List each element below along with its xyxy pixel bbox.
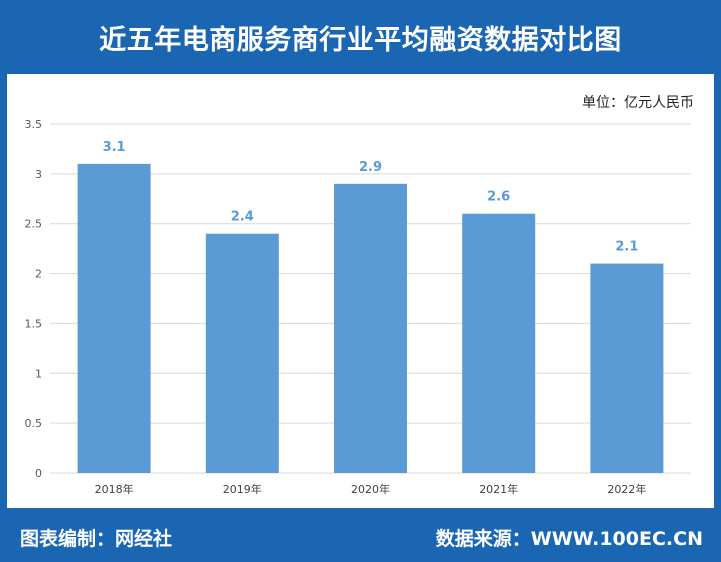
bar [462, 213, 536, 473]
bar [334, 183, 407, 473]
y-tick-label: 0 [35, 467, 42, 480]
y-tick-label: 2 [35, 268, 42, 281]
y-tick-label: 1 [35, 367, 42, 380]
unit-label: 单位：亿元人民币 [582, 95, 694, 111]
y-tick-label: 1.5 [25, 317, 43, 330]
x-tick-label: 2019年 [223, 482, 262, 496]
y-tick-label: 3.5 [25, 118, 43, 131]
data-label: 2.4 [231, 210, 254, 225]
footer-bar: 图表编制：网经社 数据来源：WWW.100EC.CN [0, 508, 721, 562]
x-tick-label: 2020年 [351, 482, 390, 496]
data-label: 3.1 [103, 140, 126, 155]
data-label: 2.9 [359, 160, 382, 175]
x-tick-label: 2022年 [607, 482, 646, 496]
x-tick-label: 2018年 [95, 482, 134, 496]
x-tick-label: 2021年 [479, 482, 518, 496]
bar [205, 233, 279, 473]
y-tick-label: 0.5 [25, 417, 43, 430]
bar-chart: 0 0.5 1 1.5 2 2.5 3 3.5 3.1 2018年 2.4 2019年 2.9 2020年… [25, 118, 691, 496]
chart-panel: 单位：亿元人民币 0 0.5 1 1.5 2 2.5 3 3.5 3.1 2018年 2.4 2019… [7, 74, 714, 508]
chart-title: 近五年电商服务商行业平均融资数据对比图 [99, 24, 622, 56]
y-tick-label: 2.5 [25, 218, 43, 231]
data-label: 2.1 [615, 240, 638, 255]
bar [590, 263, 664, 473]
y-tick-label: 3 [35, 168, 42, 181]
footer-source: 数据来源：WWW.100EC.CN [435, 528, 703, 550]
footer-made-by: 图表编制：网经社 [20, 528, 173, 550]
bar [77, 163, 151, 473]
data-label: 2.6 [487, 190, 510, 205]
